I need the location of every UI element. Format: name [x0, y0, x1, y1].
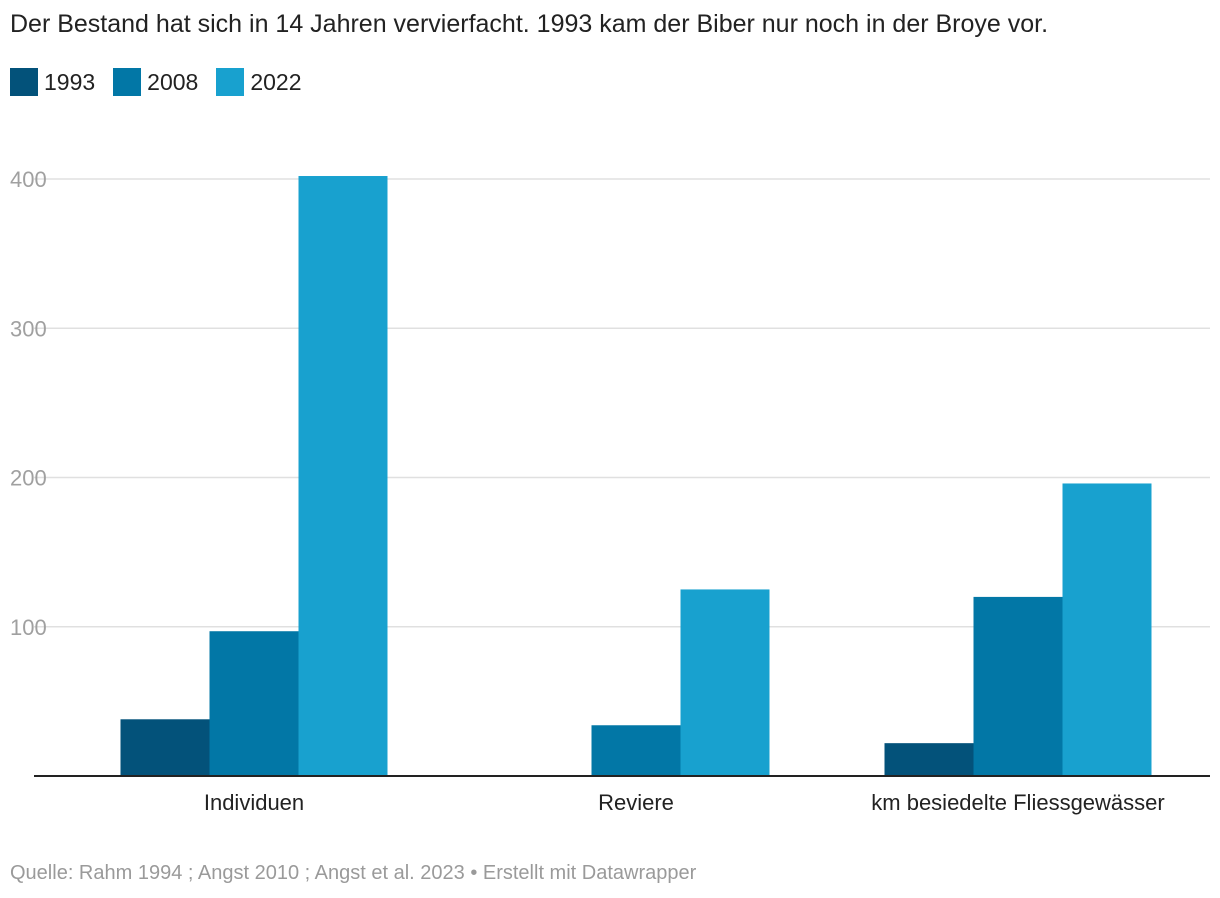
bar-2008-1 — [209, 631, 299, 776]
legend: 1993 2008 2022 — [10, 66, 320, 98]
x-category-label-3: km besiedelte Fliessgewässer — [871, 790, 1164, 815]
bar-1993-1 — [120, 719, 210, 776]
y-tick-label-200: 200 — [10, 466, 47, 491]
legend-label-2022: 2022 — [250, 68, 302, 95]
legend-item-1993: 1993 — [10, 68, 95, 96]
legend-swatch-1993 — [10, 68, 38, 96]
source-note: Quelle: Rahm 1994 ; Angst 2010 ; Angst e… — [10, 862, 697, 884]
x-category-label-1: Individuen — [204, 790, 304, 815]
bar-2022-1 — [298, 176, 388, 776]
bar-1993-3 — [884, 743, 974, 776]
legend-label-2008: 2008 — [147, 68, 199, 95]
legend-label-1993: 1993 — [44, 68, 96, 95]
chart-subtitle: Der Bestand hat sich in 14 Jahren vervie… — [10, 10, 1049, 38]
y-tick-label-100: 100 — [10, 615, 47, 640]
legend-swatch-2008 — [113, 68, 142, 96]
legend-item-2008: 2008 — [113, 68, 198, 96]
x-category-label-2: Reviere — [598, 790, 674, 815]
y-tick-label-400: 400 — [10, 167, 47, 192]
legend-item-2022: 2022 — [216, 68, 302, 96]
bar-2022-2 — [680, 589, 770, 776]
y-tick-label-300: 300 — [10, 316, 47, 341]
bar-2008-3 — [973, 596, 1063, 776]
bar-2008-2 — [591, 725, 681, 776]
bar-2022-3 — [1062, 483, 1152, 776]
legend-swatch-2022 — [216, 68, 245, 96]
